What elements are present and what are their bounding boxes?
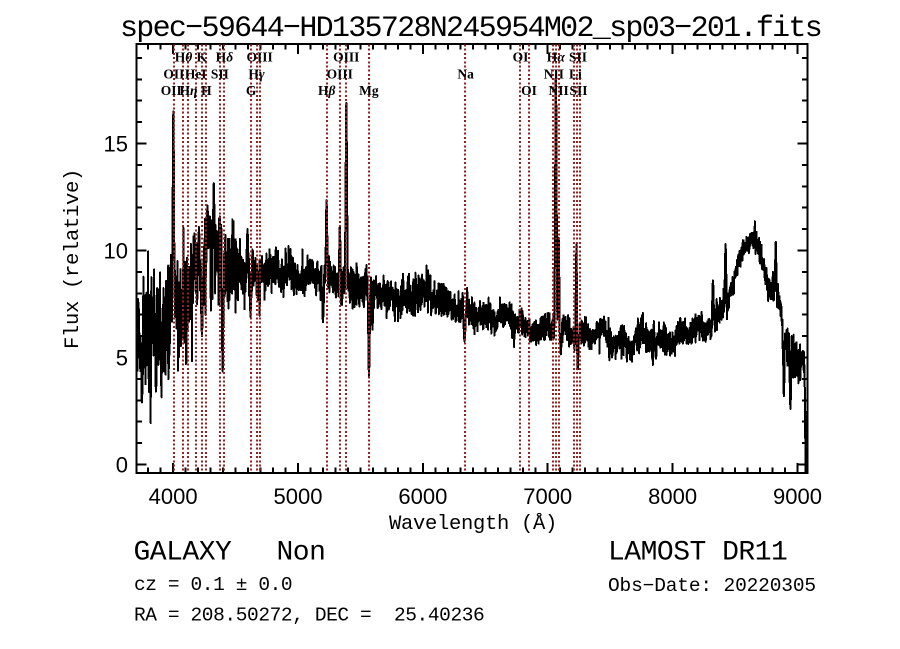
svg-text:Hθ: Hθ	[175, 50, 193, 65]
svg-text:Wavelength (Å): Wavelength (Å)	[389, 513, 557, 536]
svg-text:6000: 6000	[398, 484, 447, 509]
svg-text:H: H	[201, 83, 212, 98]
svg-text:OIII: OIII	[327, 67, 353, 82]
svg-text:9000: 9000	[773, 484, 822, 509]
svg-text:Li: Li	[569, 67, 582, 82]
svg-text:RA = 208.50272, DEC = 25.4023: RA = 208.50272, DEC = 25.40236	[134, 605, 484, 627]
svg-text:Na: Na	[457, 67, 474, 82]
svg-text:GALAXY: GALAXY	[134, 538, 233, 569]
svg-text:Hγ: Hγ	[248, 67, 265, 82]
svg-text:LAMOST DR11: LAMOST DR11	[608, 538, 787, 569]
svg-text:HeI: HeI	[185, 67, 207, 82]
svg-text:Non: Non	[277, 538, 326, 569]
svg-text:OIII: OIII	[246, 50, 272, 65]
svg-text:Hδ: Hδ	[216, 50, 234, 65]
svg-text:OI: OI	[513, 50, 529, 65]
svg-text:OII: OII	[163, 67, 184, 82]
svg-text:SII: SII	[569, 50, 587, 65]
svg-text:0: 0	[116, 453, 128, 478]
svg-text:SII: SII	[211, 67, 229, 82]
svg-text:Hα: Hα	[547, 50, 566, 65]
svg-text:cz = 0.1 ± 0.0: cz = 0.1 ± 0.0	[134, 574, 292, 596]
svg-text:8000: 8000	[648, 484, 697, 509]
svg-text:NII: NII	[544, 67, 564, 82]
svg-text:15: 15	[104, 132, 128, 157]
svg-text:SII: SII	[569, 83, 587, 98]
svg-text:Obs−Date: 20220305: Obs−Date: 20220305	[608, 575, 816, 597]
svg-text:OIII: OIII	[333, 50, 359, 65]
svg-text:Hβ: Hβ	[318, 83, 336, 98]
svg-text:OI: OI	[521, 83, 537, 98]
svg-text:Flux (relative): Flux (relative)	[62, 169, 85, 349]
svg-text:4000: 4000	[149, 484, 198, 509]
svg-text:K: K	[196, 50, 207, 65]
svg-text:5000: 5000	[274, 484, 323, 509]
svg-text:spec−59644−HD135728N245954M02_: spec−59644−HD135728N245954M02_sp03−201.f…	[120, 12, 821, 46]
svg-text:NII: NII	[548, 83, 568, 98]
svg-text:OII: OII	[161, 83, 182, 98]
svg-text:Hη: Hη	[180, 83, 198, 98]
svg-text:7000: 7000	[523, 484, 572, 509]
svg-text:5: 5	[116, 346, 128, 371]
svg-text:G: G	[246, 83, 257, 98]
svg-text:Mg: Mg	[359, 83, 379, 98]
svg-text:10: 10	[104, 239, 128, 264]
